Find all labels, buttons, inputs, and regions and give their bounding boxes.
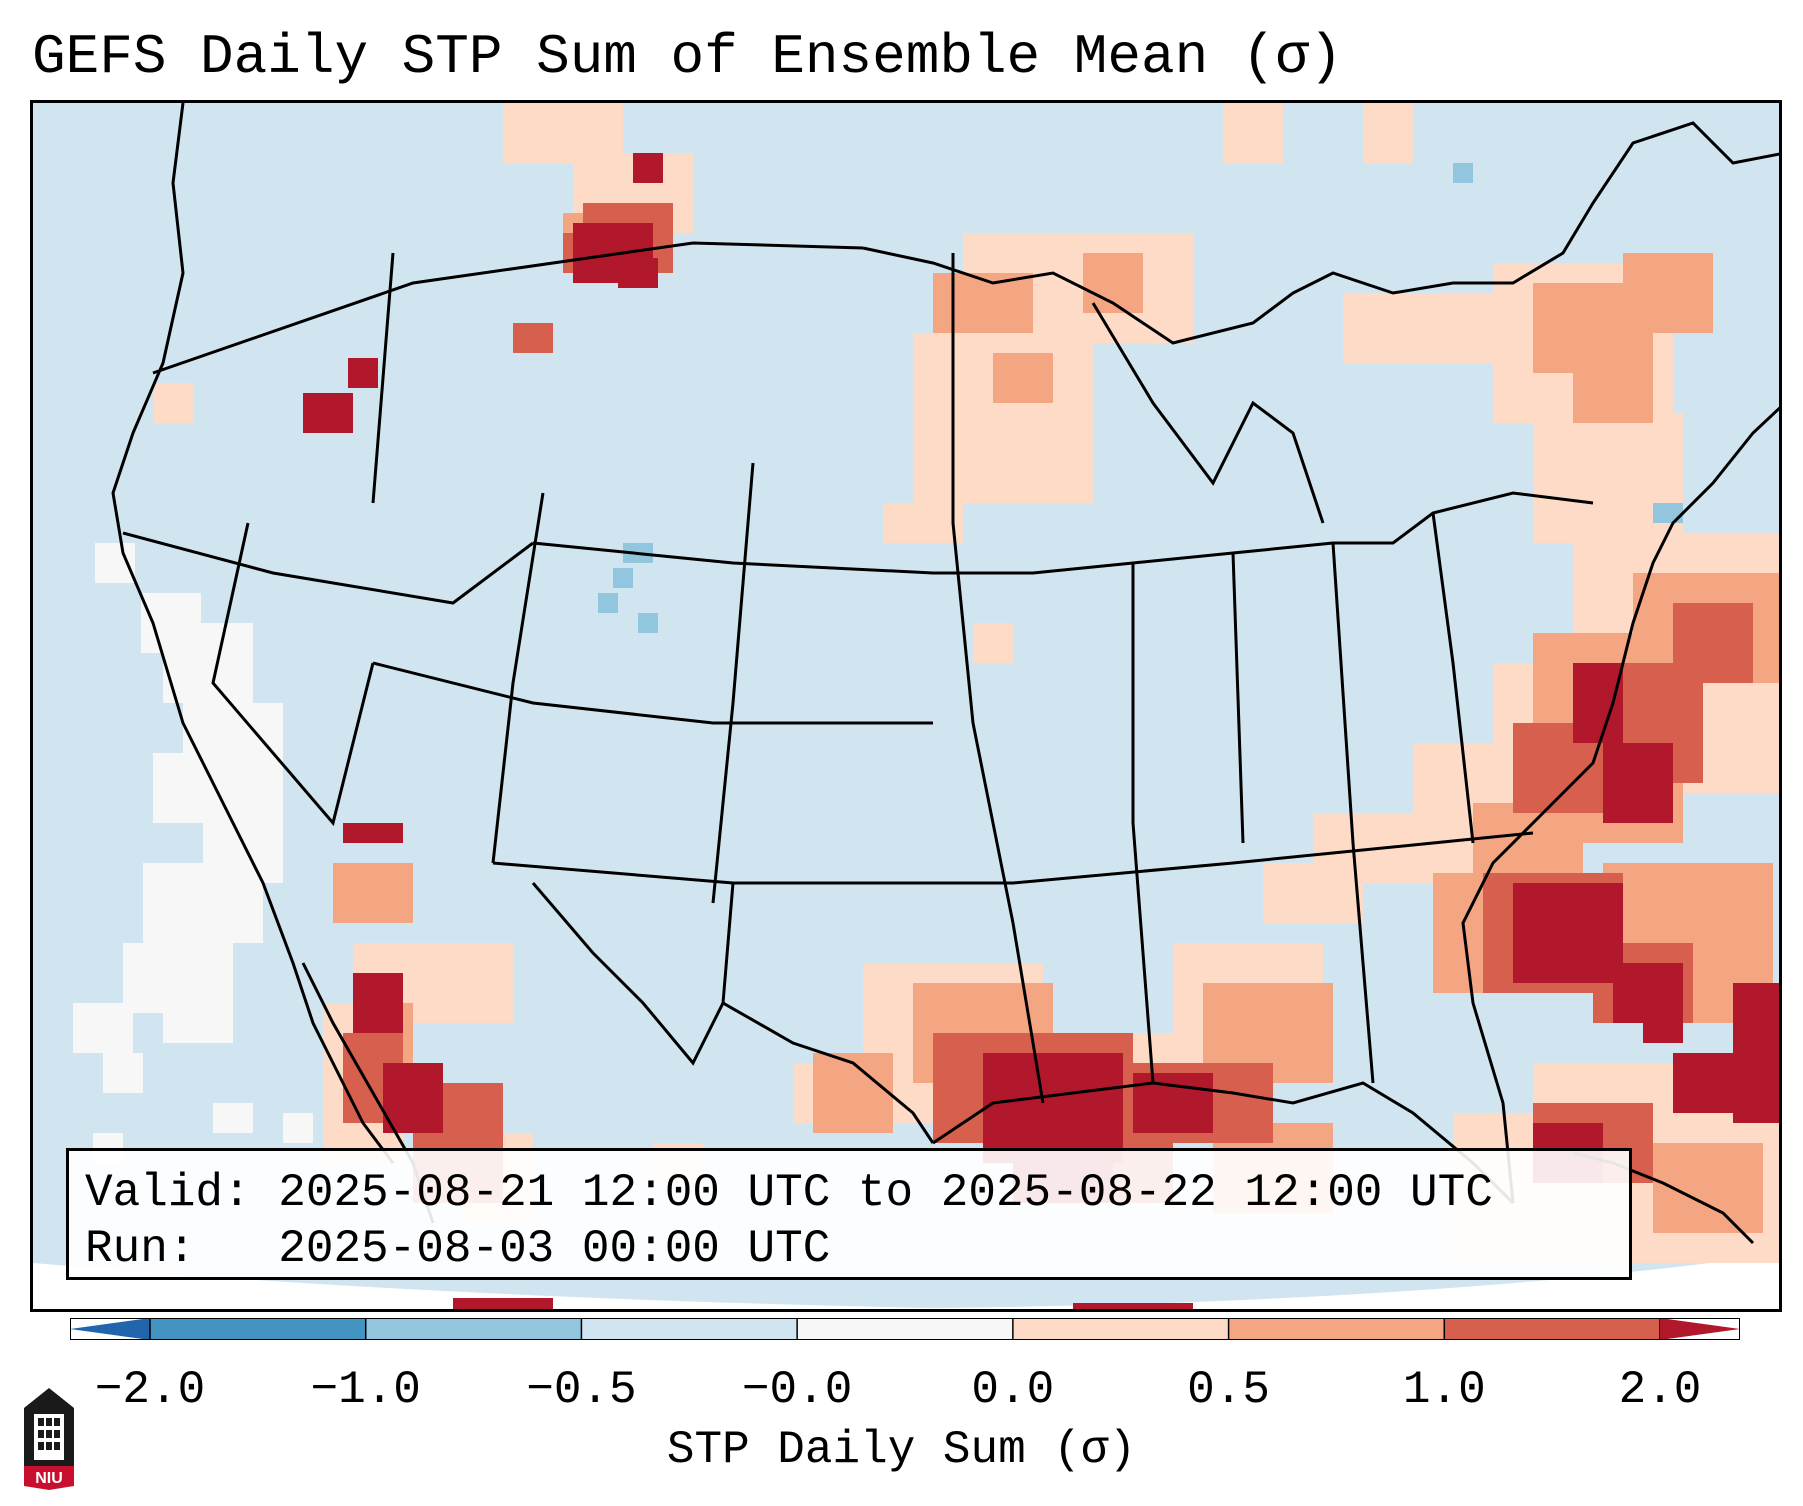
colorbar-tick-label: 0.0: [971, 1364, 1055, 1416]
niu-logo: NIU: [24, 1388, 74, 1490]
colorbar-tick-label: 0.5: [1187, 1364, 1270, 1416]
stp-map: [33, 103, 1779, 1309]
map-title: GEFS Daily STP Sum of Ensemble Mean (σ): [32, 25, 1343, 89]
valid-run-info-box: Valid: 2025-08-21 12:00 UTC to 2025-08-2…: [66, 1148, 1632, 1280]
colorbar-segment: [797, 1318, 1014, 1340]
colorbar-segments: [149, 1318, 1661, 1340]
valid-time-text: Valid: 2025-08-21 12:00 UTC to 2025-08-2…: [85, 1167, 1493, 1219]
colorbar: [70, 1318, 1740, 1340]
cells-negative: [598, 163, 1683, 633]
colorbar-extend-high: [1660, 1318, 1740, 1340]
map-panel[interactable]: [30, 100, 1782, 1312]
colorbar-segment: [365, 1318, 582, 1340]
colorbar-segment: [1012, 1318, 1230, 1340]
colorbar-tick-label: −0.5: [526, 1364, 637, 1416]
colorbar-tick-label: 1.0: [1402, 1364, 1486, 1416]
colorbar-segment: [1228, 1318, 1445, 1340]
colorbar-segment: [1444, 1318, 1661, 1340]
near-zero-cells-pacific: [73, 543, 313, 1163]
svg-text:NIU: NIU: [35, 1470, 63, 1487]
colorbar-tick-label: −0.0: [741, 1364, 853, 1416]
colorbar-segment: [150, 1318, 367, 1340]
colorbar-extend-low: [70, 1318, 150, 1340]
colorbar-outline: [70, 1318, 1740, 1340]
run-time-text: Run: 2025-08-03 00:00 UTC: [85, 1223, 831, 1275]
colorbar-tick-label: −1.0: [310, 1364, 421, 1416]
coastlines-and-borders: [111, 103, 1779, 1245]
projection-edge: [33, 1253, 1779, 1309]
colorbar-label: STP Daily Sum (σ): [666, 1424, 1137, 1476]
colorbar-segment: [581, 1318, 798, 1340]
colorbar-tick-label: 2.0: [1618, 1364, 1702, 1416]
colorbar-tick-label: −2.0: [94, 1364, 206, 1416]
